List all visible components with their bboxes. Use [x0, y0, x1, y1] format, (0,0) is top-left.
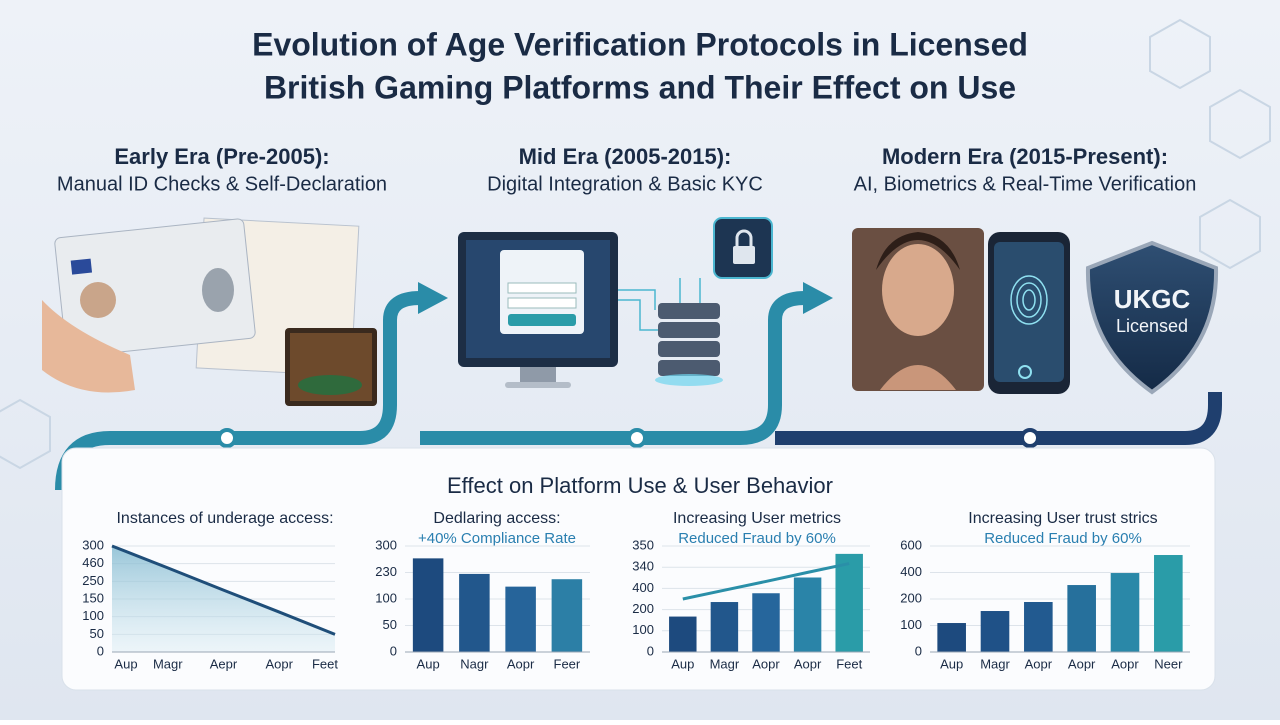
title-line: Evolution of Age Verification Protocols …: [252, 26, 1028, 62]
chart-title: Increasing User trust strics: [968, 510, 1157, 527]
line: [111, 544, 336, 636]
x-tick-label: Aopr: [507, 656, 535, 671]
bar: [835, 553, 863, 652]
x-tick-label: Aopr: [752, 656, 780, 671]
bar: [551, 579, 583, 652]
y-tick-label: 50: [383, 617, 397, 632]
bar: [669, 616, 697, 652]
y-tick-label: 100: [900, 617, 922, 632]
timeline: [775, 392, 1222, 445]
y-tick-label: 400: [900, 564, 922, 579]
x-tick-label: Neer: [1154, 656, 1183, 671]
hex-decor: [0, 18, 1271, 470]
chart-subtitle: Reduced Fraud by 60%: [984, 530, 1142, 547]
timeline-arrow: [803, 282, 833, 314]
era-heading: Early Era (Pre-2005):: [114, 144, 329, 169]
results-panel: [61, 447, 1216, 691]
bar: [1154, 555, 1183, 652]
x-tick-label: Nagr: [460, 656, 489, 671]
era-subheading: Digital Integration & Basic KYC: [487, 173, 763, 195]
x-tick-label: Aup: [114, 656, 137, 671]
y-tick-label: 200: [632, 601, 654, 616]
bar: [412, 558, 444, 652]
y-tick-label: 350: [632, 537, 654, 552]
y-tick-label: 0: [915, 643, 922, 658]
chart-subtitle: +40% Compliance Rate: [418, 530, 576, 547]
y-tick-label: 0: [647, 643, 654, 658]
y-tick-label: 100: [82, 608, 104, 623]
bar: [710, 602, 739, 652]
bar: [505, 586, 536, 652]
y-tick-label: 460: [82, 555, 104, 570]
y-tick-label: 100: [375, 590, 397, 605]
y-tick-label: 50: [90, 626, 104, 641]
id-documents: [42, 217, 377, 406]
bar: [752, 593, 780, 652]
badge-text: UKGC: [1114, 284, 1191, 314]
x-tick-label: Aup: [417, 656, 440, 671]
era-heading: Mid Era (2005-2015):: [519, 144, 732, 169]
bar: [980, 611, 1010, 652]
bar: [1110, 573, 1140, 652]
x-tick-label: Aup: [671, 656, 694, 671]
y-tick-label: 300: [375, 537, 397, 552]
x-tick-label: Aopr: [1068, 656, 1096, 671]
x-tick-label: Aepr: [210, 656, 238, 671]
biometrics: [852, 228, 1219, 395]
x-tick-label: Aopr: [1111, 656, 1139, 671]
timeline-arrow: [418, 282, 448, 314]
x-tick-label: Aup: [940, 656, 963, 671]
charts: Instances of underage access: 0 50 100 150 25…: [82, 510, 1190, 671]
chart-subtitle: Reduced Fraud by 60%: [678, 530, 836, 547]
x-tick-label: Feet: [836, 656, 862, 671]
area-fill: [112, 546, 335, 652]
y-tick-label: 340: [632, 559, 654, 574]
chart-title: Instances of underage access:: [116, 510, 333, 527]
x-tick-label: Magr: [980, 656, 1010, 671]
title-line: British Gaming Platforms and Their Effec…: [264, 69, 1016, 105]
y-tick-label: 300: [82, 537, 104, 552]
y-tick-label: 250: [82, 573, 104, 588]
bar: [793, 577, 822, 652]
trend-line: [682, 562, 850, 601]
chart-title: Increasing User metrics: [673, 510, 841, 527]
y-tick-label: 600: [900, 537, 922, 552]
timeline-dots: [217, 428, 1040, 448]
y-tick-label: 0: [97, 643, 104, 658]
computer: [458, 217, 773, 388]
bar: [937, 623, 966, 652]
y-tick-label: 0: [390, 643, 397, 658]
x-tick-label: Aopr: [794, 656, 822, 671]
y-tick-label: 230: [375, 564, 397, 579]
era-heading: Modern Era (2015-Present):: [882, 144, 1168, 169]
era-subheading: Manual ID Checks & Self-Declaration: [57, 173, 387, 195]
x-tick-label: Aopr: [266, 656, 294, 671]
panel-title: Effect on Platform Use & User Behavior: [447, 473, 833, 498]
x-tick-label: Aopr: [1025, 656, 1053, 671]
bar: [459, 573, 490, 652]
x-tick-label: Magr: [710, 656, 740, 671]
era-subheading: AI, Biometrics & Real-Time Verification: [854, 173, 1197, 195]
y-tick-label: 150: [82, 590, 104, 605]
x-tick-label: Feer: [554, 656, 581, 671]
bar: [1067, 585, 1096, 652]
y-tick-label: 200: [900, 590, 922, 605]
x-tick-label: Magr: [153, 656, 183, 671]
badge-text: Licensed: [1116, 316, 1188, 336]
y-tick-label: 400: [632, 580, 654, 595]
timeline: [420, 291, 806, 445]
x-tick-label: Feet: [312, 656, 338, 671]
y-tick-label: 100: [632, 622, 654, 637]
chart-title: Dedlaring access:: [433, 510, 560, 527]
bar: [1024, 602, 1053, 652]
